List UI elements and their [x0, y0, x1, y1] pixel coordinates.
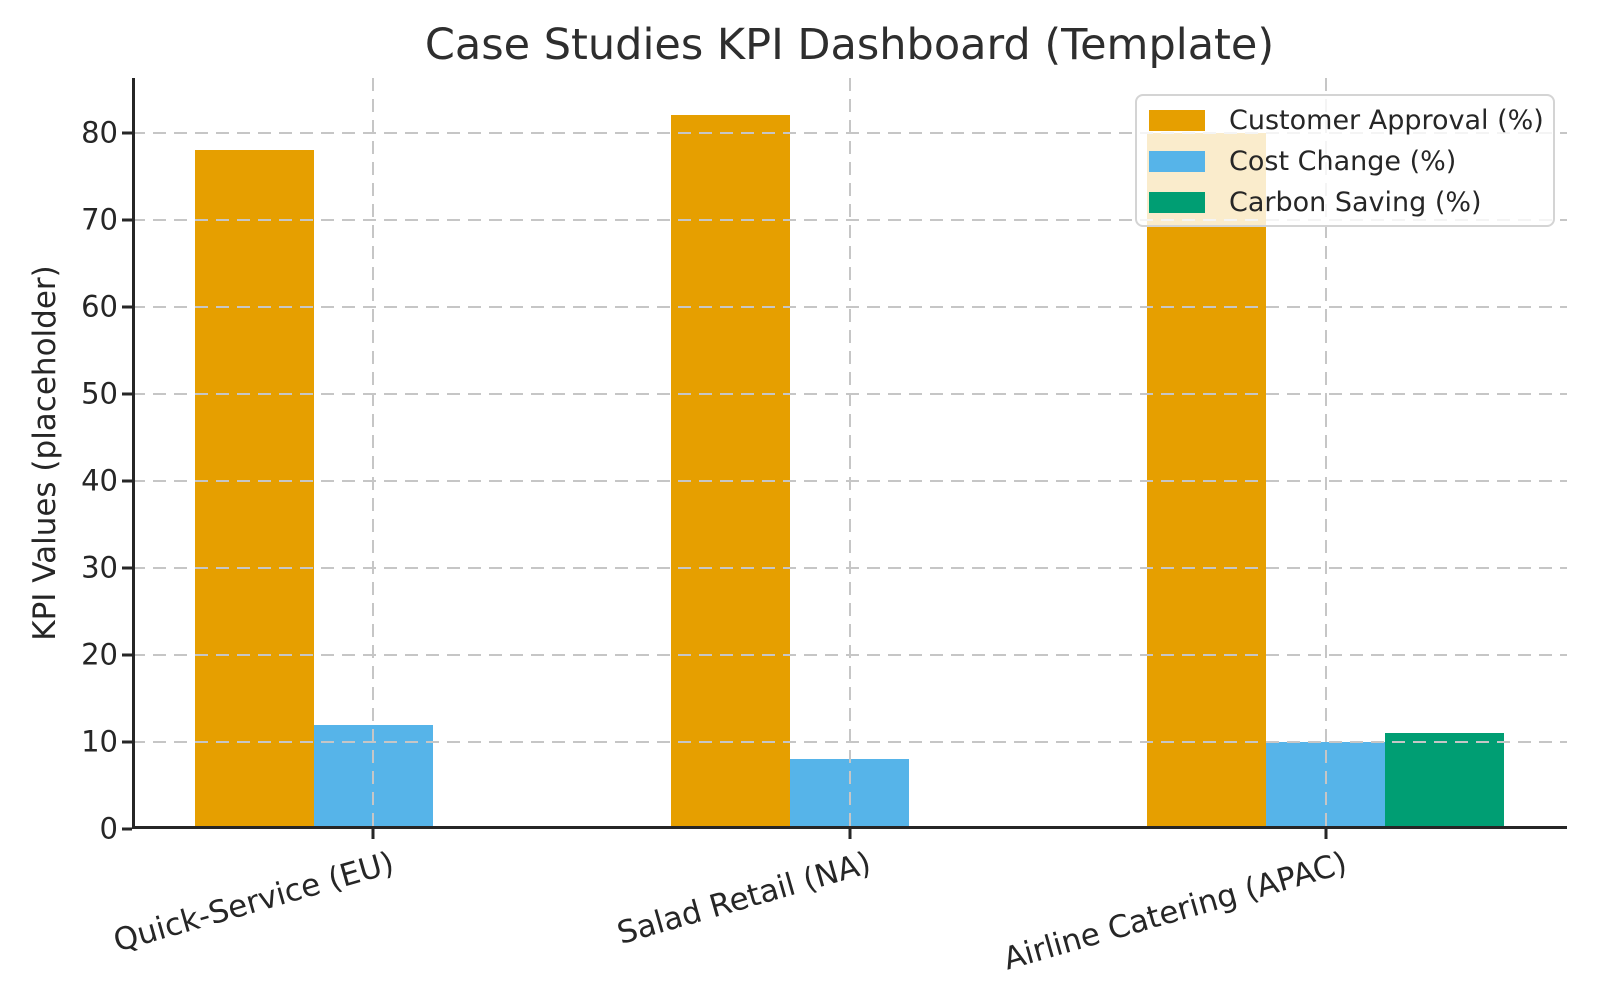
y-tick-label: 10 [81, 724, 118, 759]
y-tick-mark [122, 566, 132, 570]
x-axis-spine [132, 826, 1567, 829]
x-tick-label: Quick-Service (EU) [109, 845, 399, 960]
legend-label: Cost Change (%) [1229, 146, 1457, 177]
y-tick-label: 40 [81, 463, 118, 498]
legend-item: Cost Change (%) [1149, 141, 1553, 182]
x-tick-mark [1324, 829, 1328, 839]
x-tick-label: Airline Catering (APAC) [999, 845, 1351, 978]
y-tick-mark [122, 740, 132, 744]
bar-customer-approval [671, 115, 790, 829]
y-tick-mark [122, 131, 132, 135]
legend: Customer Approval (%) Cost Change (%) Carb… [1135, 94, 1555, 227]
gridline-vertical [1324, 78, 1327, 829]
y-axis-spine [132, 78, 135, 829]
bar-carbon-saving [1385, 733, 1505, 829]
y-tick-label: 30 [81, 550, 118, 585]
gridline-vertical [372, 78, 375, 829]
legend-label: Customer Approval (%) [1229, 105, 1544, 136]
gridline-vertical [848, 78, 851, 829]
y-tick-mark [122, 827, 132, 831]
y-tick-mark [122, 392, 132, 396]
legend-swatch [1149, 110, 1205, 131]
y-tick-label: 20 [81, 637, 118, 672]
y-tick-mark [122, 479, 132, 483]
y-tick-mark [122, 653, 132, 657]
y-tick-mark [122, 305, 132, 309]
y-tick-label: 70 [81, 202, 118, 237]
y-tick-label: 0 [99, 811, 118, 846]
legend-swatch [1149, 151, 1205, 172]
y-tick-label: 50 [81, 376, 118, 411]
y-tick-label: 80 [81, 115, 118, 150]
x-tick-mark [371, 829, 375, 839]
chart-title: Case Studies KPI Dashboard (Template) [424, 20, 1275, 70]
bar-customer-approval [194, 150, 314, 829]
y-tick-mark [122, 218, 132, 222]
legend-swatch [1149, 192, 1205, 213]
legend-item: Customer Approval (%) [1149, 100, 1553, 141]
x-tick-mark [848, 829, 851, 839]
legend-label: Carbon Saving (%) [1229, 187, 1482, 218]
legend-item: Carbon Saving (%) [1149, 182, 1553, 223]
plot-area [132, 78, 1567, 829]
x-tick-label: Salad Retail (NA) [612, 845, 875, 952]
y-tick-label: 60 [81, 289, 118, 324]
